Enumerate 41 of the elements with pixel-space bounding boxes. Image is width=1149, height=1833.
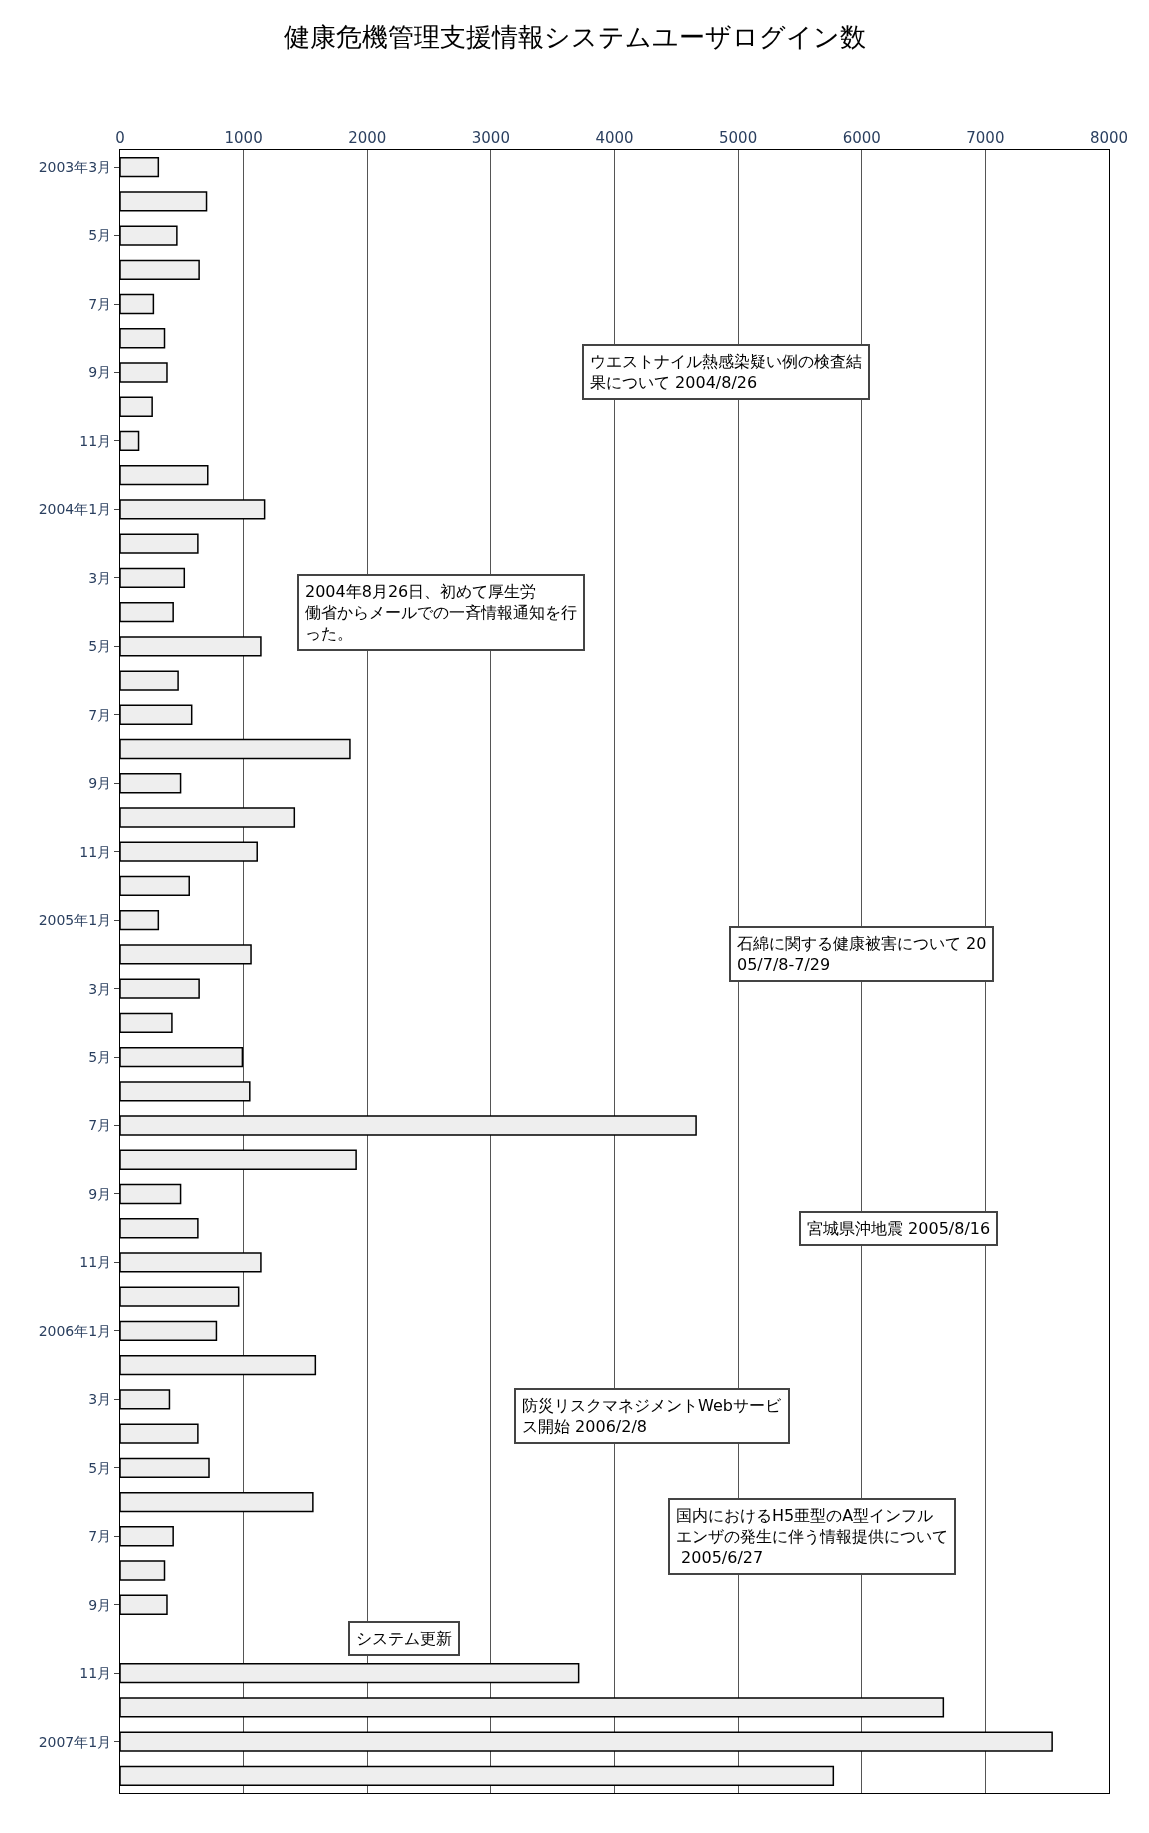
y-tick-label: 5月 (88, 638, 112, 655)
y-tick-label: 7月 (88, 1117, 112, 1134)
y-tick-label: 3月 (88, 569, 112, 586)
y-tick-label: 11月 (79, 1254, 112, 1271)
y-tick-label: 2004年1月 (38, 501, 112, 518)
y-tick-label: 2005年1月 (38, 912, 112, 929)
annotation: ウエストナイル熱感染疑い例の検査結果について 2004/8/26 (590, 352, 862, 392)
y-tick-label: 2003年3月 (38, 159, 112, 176)
x-tick-label: 5000 (719, 129, 758, 147)
x-tick-label: 8000 (1089, 129, 1129, 147)
x-tick-label: 3000 (471, 129, 510, 147)
annotation: 国内におけるH5亜型のA型インフルエンザの発生に伴う情報提供について 2005/6/27 (676, 1506, 948, 1567)
y-tick-label: 2007年1月 (38, 1733, 112, 1750)
x-tick-label: 2000 (348, 129, 387, 147)
annotation: 2004年8月26日、初めて厚生労働省からメールでの一斉情報通知を行った。 (305, 582, 577, 643)
y-tick-label: 11月 (79, 1665, 112, 1682)
annotation: 防災リスクマネジメントWebサービス開始 2006/2/8 (522, 1396, 782, 1436)
y-tick-label: 7月 (88, 1528, 112, 1545)
y-tick-label: 7月 (88, 295, 112, 312)
y-tick-label: 9月 (88, 1596, 112, 1613)
y-tick-label: 5月 (88, 227, 112, 244)
y-tick-label: 9月 (88, 364, 112, 381)
y-tick-label: 5月 (88, 1459, 112, 1476)
y-tick-label: 9月 (88, 775, 112, 792)
y-tick-label: 2006年1月 (38, 1322, 112, 1339)
y-tick-label: 3月 (88, 980, 112, 997)
x-tick-label: 1000 (224, 129, 263, 147)
y-tick-label: 11月 (79, 843, 112, 860)
y-tick-label: 5月 (88, 1048, 112, 1065)
annotation: システム更新 (356, 1629, 452, 1648)
chart-title: 健康危機管理支援情報システムユーザログイン数 (283, 21, 866, 52)
y-tick-label: 7月 (88, 706, 112, 723)
x-tick-label: 0 (115, 129, 125, 147)
x-tick-label: 6000 (842, 129, 881, 147)
annotation: 宮城県沖地震 2005/8/16 (807, 1219, 991, 1238)
y-tick-label: 11月 (79, 432, 112, 449)
annotation: 石綿に関する健康被害について 2005/7/8-7/29 (737, 934, 987, 974)
x-tick-label: 4000 (595, 129, 634, 147)
y-tick-label: 9月 (88, 1185, 112, 1202)
y-tick-label: 3月 (88, 1391, 112, 1408)
x-tick-label: 7000 (966, 129, 1005, 147)
